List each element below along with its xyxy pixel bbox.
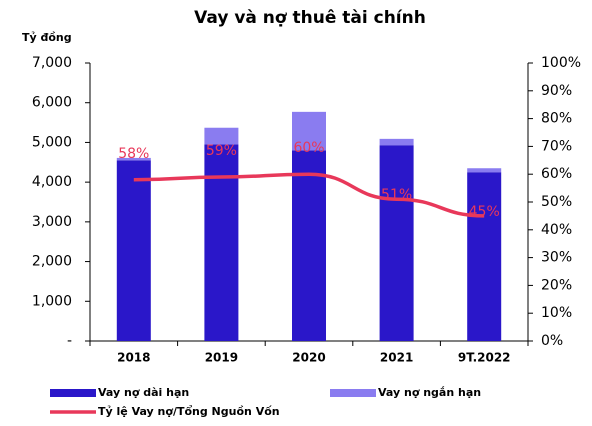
y-tick-label: 2,000 [32, 254, 72, 270]
y2-tick-label: 0% [541, 333, 563, 349]
bar [116, 160, 151, 341]
legend-label: Vay nợ dài hạn [98, 386, 189, 399]
y2-tick-label: 30% [541, 250, 572, 266]
y-tick-label: - [67, 333, 72, 349]
y2-tick-label: 100% [541, 55, 581, 71]
y-tick-label: 7,000 [32, 55, 72, 71]
y2-tick-label: 40% [541, 222, 572, 238]
bar [116, 157, 151, 161]
y2-tick-label: 60% [541, 166, 572, 182]
bar [379, 138, 414, 146]
data-label: 51% [381, 187, 412, 203]
y-axis-label: Tỷ đồng [22, 31, 72, 44]
bar [379, 145, 414, 341]
bar [204, 127, 239, 145]
x-tick-label: 2021 [380, 351, 413, 365]
legend-swatch [330, 389, 376, 397]
y-tick-label: 5,000 [32, 134, 72, 150]
y2-tick-label: 20% [541, 277, 572, 293]
line [133, 172, 485, 218]
y2-tick-label: 90% [541, 83, 572, 99]
y2-tick-label: 80% [541, 111, 572, 127]
bar [467, 172, 502, 341]
data-label: 59% [206, 143, 237, 159]
bar [292, 111, 326, 151]
legend-swatch [50, 389, 96, 397]
bar [467, 168, 502, 173]
y-tick-label: 6,000 [32, 95, 72, 111]
legend-label: Tỷ lệ Vay nợ/Tổng Nguồn Vốn [98, 405, 280, 418]
chart-title: Vay và nợ thuê tài chính [194, 8, 426, 28]
y2-tick-label: 50% [541, 194, 572, 210]
y-tick-label: 4,000 [32, 174, 72, 190]
bar [292, 150, 326, 341]
x-tick-label: 9T.2022 [458, 351, 511, 365]
bar [204, 144, 239, 341]
y-tick-label: 3,000 [32, 214, 72, 230]
legend-label: Vay nợ ngắn hạn [378, 386, 481, 399]
x-tick-label: 2020 [292, 351, 325, 365]
data-label: 45% [469, 204, 500, 220]
x-tick-label: 2019 [205, 351, 238, 365]
y2-tick-label: 10% [541, 305, 572, 321]
data-label: 60% [293, 140, 324, 156]
y2-tick-label: 70% [541, 138, 572, 154]
x-tick-label: 2018 [117, 351, 150, 365]
data-label: 58% [118, 146, 149, 162]
y-tick-label: 1,000 [32, 293, 72, 309]
